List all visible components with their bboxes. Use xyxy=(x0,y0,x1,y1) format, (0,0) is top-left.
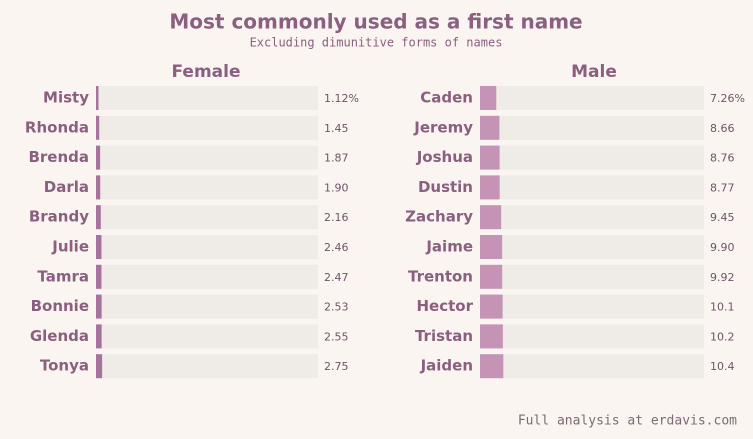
bar xyxy=(480,86,497,110)
bar xyxy=(96,354,103,379)
category-label: Jaiden xyxy=(420,357,473,375)
value-label: 10.1 xyxy=(710,301,735,314)
track xyxy=(480,115,704,140)
value-label: 9.90 xyxy=(710,241,735,254)
value-label: 2.75 xyxy=(324,360,349,373)
track xyxy=(480,354,704,379)
category-label: Brenda xyxy=(28,148,89,166)
track xyxy=(480,86,704,110)
track xyxy=(96,324,318,349)
bar xyxy=(480,264,503,289)
category-label: Julie xyxy=(51,238,89,256)
bar xyxy=(96,145,101,170)
value-label: 8.76 xyxy=(710,152,735,165)
bar xyxy=(480,235,503,259)
track xyxy=(96,264,318,289)
category-label: Hector xyxy=(417,297,474,315)
category-label: Jeremy xyxy=(413,118,473,136)
category-label: Brandy xyxy=(29,208,89,226)
track xyxy=(96,86,318,110)
panel-title: Female xyxy=(172,62,241,82)
track xyxy=(480,324,704,349)
track xyxy=(96,354,318,379)
track xyxy=(96,235,318,259)
category-label: Darla xyxy=(44,178,89,196)
bar xyxy=(96,294,102,319)
bar xyxy=(480,145,500,170)
bar xyxy=(96,205,101,230)
bar xyxy=(96,115,100,140)
category-label: Trenton xyxy=(408,267,473,285)
value-label: 1.90 xyxy=(324,181,349,194)
category-label: Rhonda xyxy=(25,118,89,136)
value-label: 2.16 xyxy=(324,211,349,224)
category-label: Jaime xyxy=(425,238,473,256)
bar xyxy=(480,354,504,379)
category-label: Zachary xyxy=(405,208,473,226)
value-label: 2.53 xyxy=(324,301,349,314)
track xyxy=(96,115,318,140)
track xyxy=(480,264,704,289)
bar xyxy=(96,235,102,259)
category-label: Caden xyxy=(420,89,473,107)
category-label: Tonya xyxy=(40,357,89,375)
track xyxy=(480,205,704,230)
bar xyxy=(96,264,102,289)
bar xyxy=(480,205,502,230)
bar xyxy=(480,324,503,349)
value-label: 8.66 xyxy=(710,122,735,135)
category-label: Tristan xyxy=(415,327,473,345)
category-label: Dustin xyxy=(418,178,473,196)
category-label: Glenda xyxy=(30,327,89,345)
value-label: 1.12% xyxy=(324,92,359,105)
track xyxy=(480,145,704,170)
value-label: 10.4 xyxy=(710,360,735,373)
value-label: 2.47 xyxy=(324,271,349,284)
track xyxy=(96,205,318,230)
track xyxy=(480,294,704,319)
category-label: Misty xyxy=(43,89,89,107)
bar xyxy=(480,115,500,140)
bar xyxy=(96,324,102,349)
value-label: 8.77 xyxy=(710,181,735,194)
source: Full analysis at erdavis.com xyxy=(518,414,737,429)
track xyxy=(96,294,318,319)
value-label: 9.92 xyxy=(710,271,735,284)
chart-subtitle: Excluding dimunitive forms of names xyxy=(250,36,503,50)
value-label: 9.45 xyxy=(710,211,735,224)
value-label: 1.87 xyxy=(324,152,349,165)
bar xyxy=(96,175,101,200)
value-label: 7.26% xyxy=(710,92,745,105)
bar xyxy=(480,294,503,319)
value-label: 10.2 xyxy=(710,330,735,343)
track xyxy=(480,235,704,259)
value-label: 2.55 xyxy=(324,330,349,343)
value-label: 1.45 xyxy=(324,122,349,135)
track xyxy=(480,175,704,200)
bar xyxy=(96,86,99,110)
chart-title: Most commonly used as a first name xyxy=(169,10,582,34)
category-label: Bonnie xyxy=(31,297,89,315)
bar xyxy=(480,175,500,200)
category-label: Joshua xyxy=(416,148,473,166)
category-label: Tamra xyxy=(37,267,89,285)
panel-title: Male xyxy=(571,62,617,82)
value-label: 2.46 xyxy=(324,241,349,254)
track xyxy=(96,145,318,170)
track xyxy=(96,175,318,200)
